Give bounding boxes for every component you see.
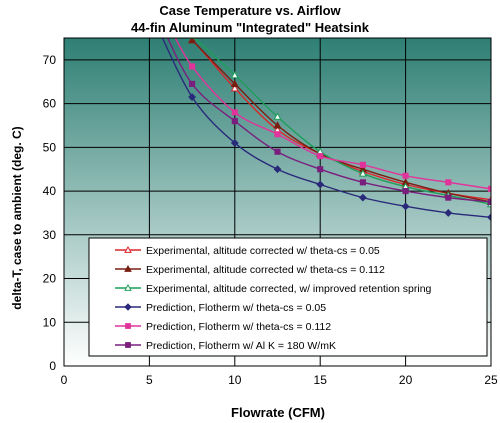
legend-entry: Prediction, Flotherm w/ theta-cs = 0.05 [115, 302, 326, 314]
data-point-marker [274, 148, 281, 155]
plot-frame [63, 37, 492, 367]
data-point-marker [125, 323, 131, 329]
legend-entry: Prediction, Flotherm w/ Al K = 180 W/mK [115, 340, 336, 352]
data-point-marker [188, 93, 197, 101]
y-tick-label: 70 [43, 53, 57, 67]
data-point-marker [444, 209, 453, 217]
legend-label: Experimental, altitude corrected w/ thet… [146, 245, 380, 257]
data-point-marker [124, 303, 132, 311]
legend-entry: Experimental, altitude corrected w/ thet… [115, 245, 380, 257]
x-tick-label: 0 [61, 373, 68, 387]
series-group [161, 38, 491, 222]
legend: Experimental, altitude corrected w/ thet… [88, 237, 488, 357]
data-point-marker [402, 188, 409, 195]
legend-label: Experimental, altitude corrected w/ thet… [146, 264, 385, 276]
y-tick-label: 60 [43, 97, 57, 111]
data-point-marker [358, 169, 367, 177]
data-point-marker [445, 179, 452, 186]
data-point-marker [231, 109, 238, 116]
legend-label: Prediction, Flotherm w/ theta-cs = 0.05 [146, 302, 326, 314]
chart-title: Case Temperature vs. Airflow [159, 3, 341, 18]
data-point-marker [316, 180, 325, 189]
data-point-marker [230, 84, 239, 92]
data-point-marker [317, 153, 324, 160]
y-tick-label: 40 [43, 184, 57, 198]
data-point-marker [358, 193, 367, 202]
data-point-marker [230, 139, 239, 147]
x-tick-label: 10 [228, 373, 242, 387]
y-tick-label: 20 [43, 272, 57, 286]
data-point-marker [487, 213, 491, 222]
data-point-marker [124, 264, 132, 272]
legend-label: Experimental, altitude corrected, w/ imp… [146, 283, 432, 295]
y-tick-label: 0 [49, 359, 56, 373]
data-point-marker [487, 185, 491, 192]
data-point-marker [359, 161, 366, 168]
data-point-marker [125, 342, 131, 348]
data-point-marker [359, 179, 366, 186]
legend-entry: Experimental, altitude corrected, w/ imp… [115, 283, 432, 295]
x-tick-label: 20 [399, 373, 413, 387]
data-point-marker [273, 112, 282, 120]
series-group [166, 38, 491, 206]
data-point-marker [124, 245, 132, 253]
data-point-marker [317, 166, 324, 173]
legend-box [88, 237, 488, 357]
data-point-marker [189, 63, 196, 70]
data-point-marker [188, 38, 197, 44]
x-axis-label: Flowrate (CFM) [231, 405, 325, 420]
data-point-marker [401, 202, 410, 211]
legend-label: Prediction, Flotherm w/ Al K = 180 W/mK [146, 340, 336, 352]
data-point-marker [273, 121, 282, 129]
chart-subtitle: 44-fin Aluminum "Integrated" Heatsink [131, 20, 369, 35]
data-point-marker [230, 79, 239, 87]
x-tick-label: 15 [314, 373, 328, 387]
x-tick-label: 25 [484, 373, 498, 387]
y-tick-label: 50 [43, 140, 57, 154]
data-point-marker [402, 172, 409, 179]
data-point-marker [231, 118, 238, 125]
data-point-marker [273, 165, 282, 174]
tick-labels: 0 5 10 15 20 25 0 10 20 30 40 50 60 70 [43, 53, 498, 387]
data-point-marker [124, 283, 132, 291]
legend-label: Prediction, Flotherm w/ theta-cs = 0.112 [146, 321, 331, 333]
data-point-marker [487, 198, 491, 206]
data-point-marker [445, 194, 452, 201]
legend-entry: Experimental, altitude corrected w/ thet… [115, 264, 385, 276]
y-tick-label: 30 [43, 228, 57, 242]
x-tick-label: 5 [146, 373, 153, 387]
data-point-marker [274, 131, 281, 138]
data-point-marker [230, 70, 239, 79]
y-tick-label: 10 [43, 315, 57, 329]
legend-entry: Prediction, Flotherm w/ theta-cs = 0.112 [115, 321, 331, 333]
y-axis-label: delta-T, case to ambient (deg. C) [10, 126, 24, 309]
series-group [174, 38, 491, 192]
series-layer [161, 38, 491, 222]
data-point-marker [189, 80, 196, 87]
